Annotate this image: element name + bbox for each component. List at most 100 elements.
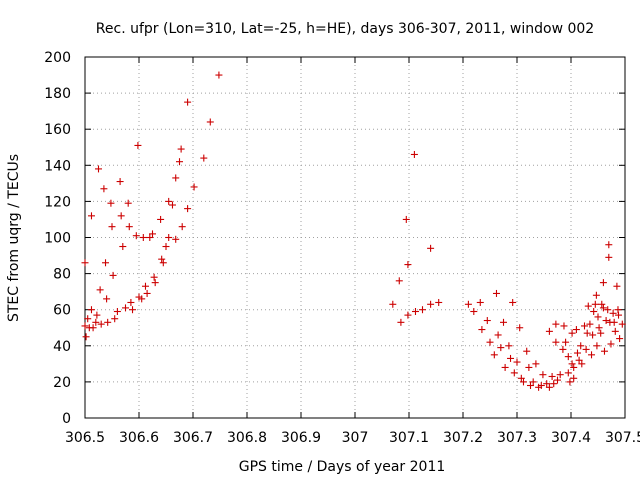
- data-point-marker: [92, 318, 100, 326]
- y-tick-label: 120: [44, 194, 71, 210]
- data-point-marker: [97, 320, 105, 328]
- data-point-marker: [150, 273, 158, 281]
- data-point-marker: [593, 342, 601, 350]
- data-point-marker: [529, 378, 537, 386]
- data-point-marker: [605, 241, 613, 249]
- data-point-marker: [564, 369, 572, 377]
- data-point-marker: [427, 244, 435, 252]
- data-point-marker: [108, 223, 116, 231]
- data-point-marker: [590, 308, 598, 316]
- data-point-marker: [165, 234, 173, 241]
- data-point-marker: [505, 342, 513, 350]
- x-tick-label: 306.6: [119, 430, 159, 446]
- data-point-marker: [545, 383, 553, 391]
- x-tick-labels: 306.5 306.6 306.7 306.8 306.9 307 307.1 307.2 30…: [65, 430, 640, 446]
- y-tick-label: 20: [53, 375, 71, 391]
- data-point-marker: [124, 199, 132, 207]
- data-point-marker: [532, 360, 540, 368]
- x-tick-label: 306.7: [173, 430, 213, 446]
- y-axis-title: STEC from uqrg / TECUs: [6, 154, 22, 322]
- data-point-marker: [559, 345, 567, 353]
- x-tick-label: 307.1: [389, 430, 429, 446]
- data-point-marker: [578, 360, 586, 368]
- data-point-marker: [395, 277, 403, 285]
- x-tick-label: 306.5: [65, 430, 105, 446]
- data-point-marker: [486, 338, 494, 346]
- data-point-marker: [490, 351, 498, 359]
- data-point-marker: [113, 308, 121, 316]
- data-point-marker: [599, 304, 607, 312]
- data-point-marker: [184, 98, 192, 106]
- x-axis-title: GPS time / Days of year 2011: [239, 459, 446, 475]
- data-point-marker: [566, 378, 574, 386]
- data-point-marker: [178, 223, 186, 231]
- data-point-marker: [554, 376, 561, 384]
- data-point-marker: [599, 279, 607, 287]
- data-point-marker: [117, 212, 125, 220]
- data-point-marker: [570, 374, 578, 382]
- data-point-marker: [81, 259, 89, 267]
- data-point-marker: [582, 345, 590, 353]
- x-tick-label: 306.9: [281, 430, 321, 446]
- data-point-marker: [165, 197, 173, 205]
- data-point-marker: [607, 340, 615, 348]
- data-point-marker: [501, 363, 509, 371]
- data-point-marker: [149, 230, 156, 238]
- data-point-marker: [410, 150, 418, 158]
- data-point-marker: [497, 344, 505, 352]
- data-point-marker: [134, 141, 142, 149]
- data-point-marker: [611, 327, 619, 335]
- data-point-marker: [104, 318, 112, 326]
- data-point-marker: [159, 259, 167, 267]
- data-point-marker: [517, 374, 525, 382]
- data-point-marker: [100, 185, 108, 193]
- data-point-marker: [111, 315, 119, 323]
- data-point-marker: [595, 324, 603, 332]
- y-tick-label: 140: [44, 158, 71, 174]
- data-point-marker: [389, 300, 397, 308]
- data-point-marker: [82, 333, 90, 341]
- data-point-marker: [162, 243, 170, 251]
- data-point-marker: [562, 338, 570, 346]
- data-point-marker: [411, 308, 419, 316]
- data-point-marker: [604, 306, 612, 314]
- data-point-marker: [102, 259, 110, 267]
- data-point-marker: [616, 335, 624, 343]
- data-point-marker: [127, 298, 135, 306]
- data-point-marker: [600, 347, 608, 355]
- data-point-marker: [476, 298, 484, 306]
- data-point-marker: [598, 300, 606, 308]
- data-point-marker: [143, 289, 151, 297]
- data-point-marker: [404, 311, 412, 319]
- data-point-marker: [119, 243, 127, 251]
- y-tick-label: 100: [44, 231, 71, 247]
- y-tick-label: 200: [44, 50, 71, 66]
- data-point-marker: [610, 318, 618, 326]
- data-point-marker: [500, 318, 507, 326]
- data-point-marker: [81, 322, 89, 330]
- data-point-marker: [116, 178, 124, 186]
- data-point-marker: [172, 235, 180, 243]
- data-point-marker: [618, 320, 626, 328]
- data-point-marker: [589, 331, 597, 339]
- data-point-marker: [560, 322, 568, 330]
- data-point-marker: [200, 154, 208, 162]
- data-point-marker: [552, 320, 560, 328]
- data-point-marker: [184, 205, 192, 213]
- data-point-marker: [404, 261, 412, 269]
- data-point-marker: [519, 378, 527, 386]
- y-tick-label: 0: [62, 411, 71, 427]
- data-point-marker: [545, 327, 553, 335]
- x-tick-label: 307.4: [551, 430, 591, 446]
- data-point-marker: [613, 282, 621, 290]
- data-point-marker: [597, 329, 605, 337]
- data-point-marker: [548, 372, 556, 380]
- data-point-marker: [141, 282, 149, 290]
- data-point-marker: [215, 71, 223, 79]
- data-point-marker: [609, 309, 617, 317]
- data-point-marker: [435, 298, 443, 306]
- data-point-marker: [151, 279, 159, 287]
- data-points: [81, 71, 626, 391]
- data-point-marker: [588, 351, 596, 359]
- y-tick-label: 60: [53, 303, 71, 319]
